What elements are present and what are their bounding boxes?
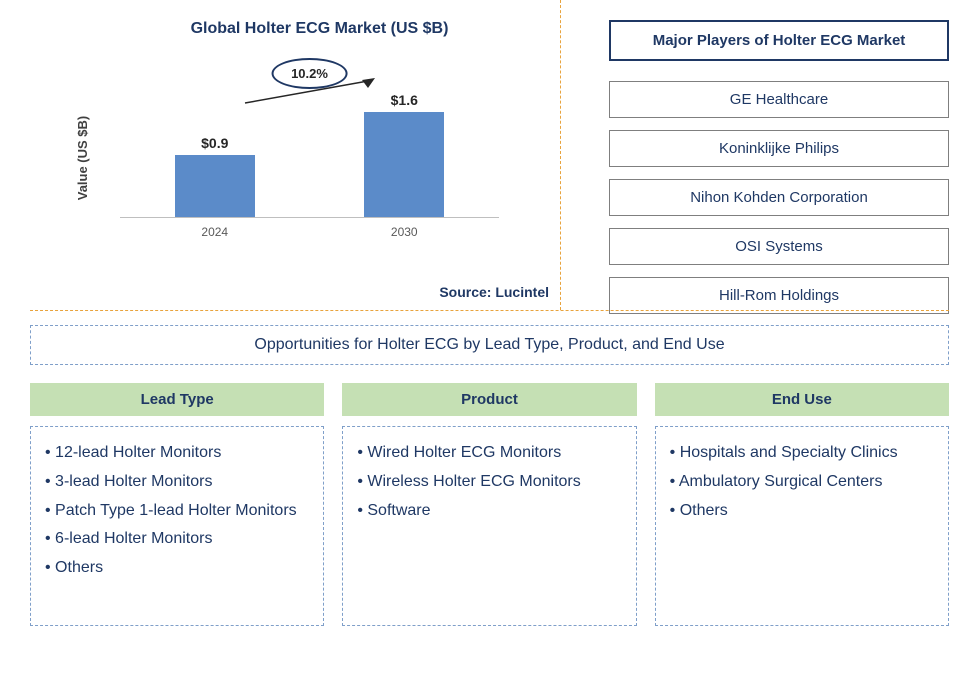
player-item: OSI Systems <box>609 228 949 265</box>
column-header: End Use <box>655 383 949 416</box>
player-item: Koninklijke Philips <box>609 130 949 167</box>
growth-annotation: 10.2% <box>271 58 348 89</box>
top-section: Global Holter ECG Market (US $B) Value (… <box>0 0 979 310</box>
opportunity-columns: Lead Type • 12-lead Holter Monitors• 3-le… <box>30 383 949 626</box>
chart-title: Global Holter ECG Market (US $B) <box>90 20 549 38</box>
opportunities-title: Opportunities for Holter ECG by Lead Typ… <box>30 325 949 365</box>
players-title: Major Players of Holter ECG Market <box>609 20 949 61</box>
column-header: Product <box>342 383 636 416</box>
list-item: • Hospitals and Specialty Clinics <box>670 439 934 468</box>
source-text: Source: Lucintel <box>439 284 549 300</box>
list-item: • 6-lead Holter Monitors <box>45 525 309 554</box>
list-item: • Patch Type 1-lead Holter Monitors <box>45 497 309 526</box>
list-item: • 3-lead Holter Monitors <box>45 468 309 497</box>
column-body: • 12-lead Holter Monitors• 3-lead Holter… <box>30 426 324 626</box>
list-item: • Software <box>357 497 621 526</box>
player-item: GE Healthcare <box>609 81 949 118</box>
bar-group: $1.62030 <box>364 92 444 217</box>
list-item: • Ambulatory Surgical Centers <box>670 468 934 497</box>
bars-container: $0.92024$1.62030 <box>120 98 499 218</box>
bar <box>364 112 444 217</box>
bar-group: $0.92024 <box>175 135 255 217</box>
column-body: • Wired Holter ECG Monitors• Wireless Ho… <box>342 426 636 626</box>
opportunity-column: Product • Wired Holter ECG Monitors• Wire… <box>342 383 636 626</box>
chart-area: Value (US $B) 10.2% $0.92024$1.62030 <box>70 68 549 248</box>
bottom-section: Opportunities for Holter ECG by Lead Typ… <box>30 325 949 626</box>
players-list: GE Healthcare Koninklijke Philips Nihon Ko… <box>609 81 949 314</box>
chart-panel: Global Holter ECG Market (US $B) Value (… <box>0 0 579 310</box>
list-item: • Others <box>670 497 934 526</box>
bar-x-label: 2024 <box>201 225 228 239</box>
players-panel: Major Players of Holter ECG Market GE He… <box>579 0 979 310</box>
growth-rate-label: 10.2% <box>271 58 348 89</box>
list-item: • Wired Holter ECG Monitors <box>357 439 621 468</box>
y-axis-label: Value (US $B) <box>75 116 90 201</box>
list-item: • 12-lead Holter Monitors <box>45 439 309 468</box>
player-item: Nihon Kohden Corporation <box>609 179 949 216</box>
column-header: Lead Type <box>30 383 324 416</box>
horizontal-divider <box>30 310 949 311</box>
list-item: • Wireless Holter ECG Monitors <box>357 468 621 497</box>
vertical-divider <box>560 0 561 310</box>
opportunity-column: Lead Type • 12-lead Holter Monitors• 3-le… <box>30 383 324 626</box>
opportunity-column: End Use • Hospitals and Specialty Clinics… <box>655 383 949 626</box>
bar-value-label: $0.9 <box>201 135 228 151</box>
bar <box>175 155 255 217</box>
player-item: Hill-Rom Holdings <box>609 277 949 314</box>
bar-value-label: $1.6 <box>391 92 418 108</box>
bar-x-label: 2030 <box>391 225 418 239</box>
column-body: • Hospitals and Specialty Clinics• Ambul… <box>655 426 949 626</box>
list-item: • Others <box>45 554 309 583</box>
